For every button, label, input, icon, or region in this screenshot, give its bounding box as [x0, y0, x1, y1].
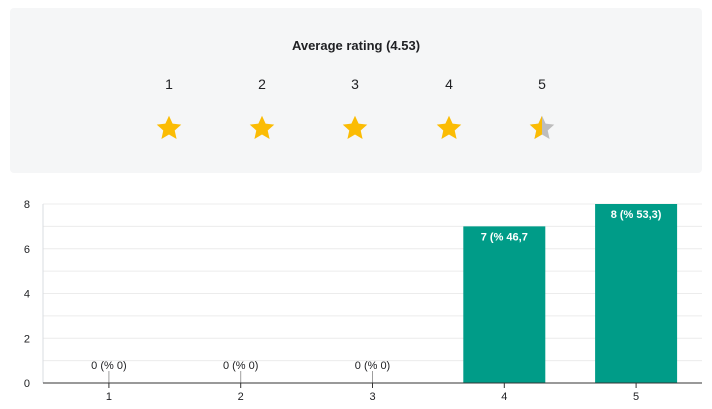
- star-icon: [436, 115, 462, 139]
- bar-data-label: 0 (% 0): [91, 360, 126, 372]
- rating-scale-label-1: 1: [165, 76, 173, 92]
- x-tick-label: 1: [106, 391, 112, 403]
- bar: [595, 204, 678, 383]
- rating-scale-label-4: 4: [445, 76, 453, 92]
- rating-scale-label-3: 3: [351, 76, 359, 92]
- bar: [463, 226, 546, 383]
- rating-summary-panel: Average rating (4.53) 1 2 3 4 5: [10, 8, 702, 173]
- y-tick-label: 8: [24, 199, 30, 211]
- y-tick-label: 4: [24, 289, 30, 301]
- x-tick-label: 3: [369, 391, 375, 403]
- rating-distribution-chart: 0 2 4 6 8 0 (% 0) 1 0 (% 0) 2 0 (% 0) 3 7 (% 46,7 4 8…: [0, 190, 712, 409]
- x-tick-label: 5: [633, 391, 639, 403]
- x-tick-label: 4: [501, 391, 507, 403]
- star-icon: [156, 115, 182, 139]
- bar-data-label: 0 (% 0): [223, 360, 258, 372]
- x-tick-label: 2: [238, 391, 244, 403]
- average-rating-title: Average rating (4.53): [291, 38, 421, 53]
- rating-scale-label-2: 2: [258, 76, 266, 92]
- bar-data-label: 7 (% 46,7: [481, 231, 528, 243]
- star-icon: [342, 115, 368, 139]
- rating-bar-chart: 0 2 4 6 8 0 (% 0) 1 0 (% 0) 2 0 (% 0) 3 7 (% 46,7 4 8…: [24, 199, 702, 403]
- y-tick-label: 0: [24, 378, 30, 390]
- y-tick-label: 2: [24, 333, 30, 345]
- bar-data-label: 8 (% 53,3): [611, 209, 662, 221]
- half-star-icon: [529, 115, 555, 139]
- bar-data-label: 0 (% 0): [355, 360, 390, 372]
- star-icon: [249, 115, 275, 139]
- rating-scale-label-5: 5: [538, 76, 546, 92]
- y-tick-label: 6: [24, 244, 30, 256]
